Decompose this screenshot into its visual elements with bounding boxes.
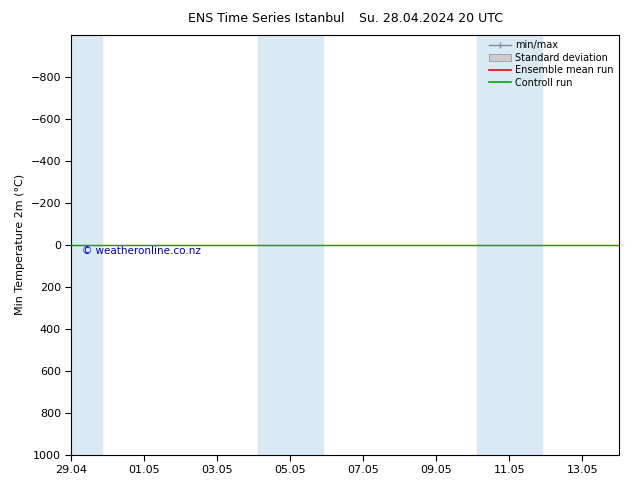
- Text: Su. 28.04.2024 20 UTC: Su. 28.04.2024 20 UTC: [359, 12, 503, 25]
- Bar: [72, 35, 103, 455]
- Text: © weatheronline.co.nz: © weatheronline.co.nz: [82, 246, 202, 256]
- Bar: [477, 35, 542, 455]
- Legend: min/max, Standard deviation, Ensemble mean run, Controll run: min/max, Standard deviation, Ensemble me…: [486, 37, 617, 92]
- Bar: [257, 35, 323, 455]
- Text: ENS Time Series Istanbul: ENS Time Series Istanbul: [188, 12, 344, 25]
- Y-axis label: Min Temperature 2m (°C): Min Temperature 2m (°C): [15, 174, 25, 315]
